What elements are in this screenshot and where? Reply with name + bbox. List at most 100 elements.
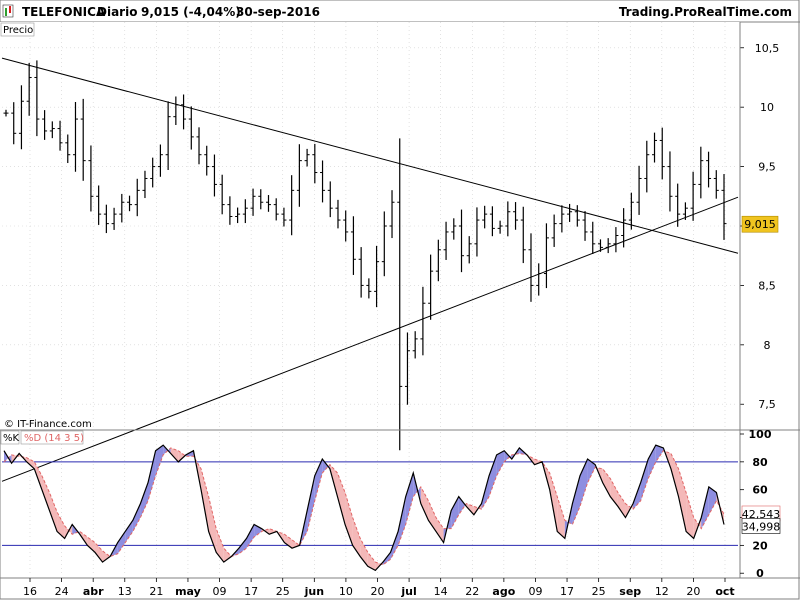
k-label: %K <box>3 433 20 444</box>
x-tick-label: 16 <box>23 585 37 598</box>
stoch-fill-segment <box>398 496 406 546</box>
header: TELEFONICA Diario 9,015 (-4,04%) 30-sep-… <box>2 4 792 19</box>
price-tick-label: 10,5 <box>755 42 780 55</box>
brand-link[interactable]: Trading.ProRealTime.com <box>619 5 792 19</box>
x-tick-label: sep <box>619 585 641 598</box>
stoch-tick-label: 20 <box>752 539 768 552</box>
x-tick-label: 25 <box>592 585 606 598</box>
period: Diario <box>97 5 137 19</box>
price-tick-label: 8,5 <box>758 279 776 292</box>
stoch-fill-segment <box>686 492 694 539</box>
stoch-fill-segment <box>405 472 414 525</box>
stoch-grid <box>2 432 738 576</box>
stoch-d-value: 42,543 <box>742 508 781 521</box>
stoch-fill-segment <box>148 450 156 501</box>
stoch-fill-segment <box>269 528 277 535</box>
x-tick-label: oct <box>715 585 734 598</box>
stoch-fill-segment <box>178 450 186 462</box>
stoch-k-value: 34,998 <box>742 520 781 533</box>
x-tick-label: 21 <box>149 585 163 598</box>
price-tick-label: 9,5 <box>758 161 776 174</box>
candle-icon <box>2 4 14 18</box>
d-label: %D (14 3 5) <box>24 433 84 444</box>
trendline <box>1 196 739 482</box>
x-tick-label: 17 <box>560 585 574 598</box>
stoch-fill-segment <box>201 468 209 532</box>
x-tick-label: jul <box>400 585 416 598</box>
x-tick-label: 17 <box>244 585 258 598</box>
x-tick-label: 22 <box>465 585 479 598</box>
stoch-fill-segment <box>94 542 103 563</box>
stoch-fill-segment <box>238 538 247 554</box>
stoch-fill-segment <box>587 459 596 483</box>
stoch-fill-segment <box>443 510 452 543</box>
stoch-fill-segment <box>155 445 164 476</box>
stoch-fill-segment <box>648 445 656 479</box>
stoch-fill-segment <box>26 457 35 469</box>
stoch-fill-segment <box>549 472 558 532</box>
stoch-fill-segment <box>701 486 709 529</box>
stoch-tick-label: 80 <box>752 456 768 469</box>
stoch-fill-segment <box>102 550 111 563</box>
stoch-k-line <box>3 444 725 572</box>
stoch-k-value-box <box>741 518 781 534</box>
stoch-fill-segment <box>557 496 565 539</box>
stoch-fill-segment <box>223 548 232 563</box>
stoch-fill-segment <box>458 496 467 515</box>
price-grid <box>2 22 738 430</box>
stoch-fill-segment <box>314 459 323 501</box>
d-label-box <box>20 430 84 445</box>
stoch-fill-segment <box>617 492 626 518</box>
x-tick-label: ago <box>492 585 515 598</box>
x-tick-label: 10 <box>339 585 353 598</box>
stoch-fill-segment <box>140 482 148 518</box>
trendline <box>1 57 739 254</box>
stoch-fill-segment <box>117 531 126 554</box>
x-tick-label: 25 <box>276 585 290 598</box>
header-date: 30-sep-2016 <box>236 5 320 19</box>
x-tick-label: abr <box>83 585 104 598</box>
stoch-fill-segment <box>57 511 65 539</box>
time-axis: 16 24 abr 13 21 may 09 17 25 jun 10 20 jul 14 22 ago 09 1… <box>23 578 735 598</box>
stoch-fill-segment <box>496 450 505 476</box>
x-tick-label: 09 <box>528 585 542 598</box>
x-tick-label: 14 <box>434 585 448 598</box>
stoch-fill-segment <box>360 538 368 567</box>
last-price-badge <box>741 215 779 233</box>
stoch-fill-segment <box>420 486 429 521</box>
quote: 9,015 (-4,04%) <box>141 5 241 19</box>
stoch-fill <box>4 445 724 571</box>
stoch-fill-segment <box>337 472 346 525</box>
stoch-d-line <box>3 447 725 566</box>
price-tick-label: 8 <box>764 339 771 352</box>
last-price-value: 9,015 <box>744 218 776 231</box>
stoch-tick-label: 100 <box>749 428 772 441</box>
x-tick-label: may <box>175 585 201 598</box>
stoch-fill-segment <box>49 492 58 532</box>
stoch-lines <box>3 444 725 572</box>
x-tick-label: 09 <box>213 585 227 598</box>
price-label: Precio <box>3 25 33 36</box>
symbol-name: TELEFONICA <box>22 5 106 19</box>
x-tick-label: 13 <box>118 585 132 598</box>
stoch-fill-segment <box>708 486 717 515</box>
stoch-tick-label: 60 <box>752 484 768 497</box>
stoch-fill-segment <box>602 468 611 497</box>
price-tick-label: 10 <box>760 101 774 114</box>
stoch-fill-segment <box>284 534 292 549</box>
stoch-fill-segment <box>489 454 497 497</box>
x-tick-label: 20 <box>686 585 700 598</box>
stoch-fill-segment <box>345 492 353 546</box>
stoch-fill-segment <box>367 552 376 571</box>
stoch-fill-segment <box>451 496 459 529</box>
stoch-fill-segment <box>678 468 687 532</box>
candle-icon-green <box>5 8 7 16</box>
stoch-fill-segment <box>307 475 315 532</box>
x-tick-label: 12 <box>655 585 669 598</box>
stoch-fill-segment <box>208 496 217 553</box>
stoch-fill-segment <box>428 500 436 532</box>
